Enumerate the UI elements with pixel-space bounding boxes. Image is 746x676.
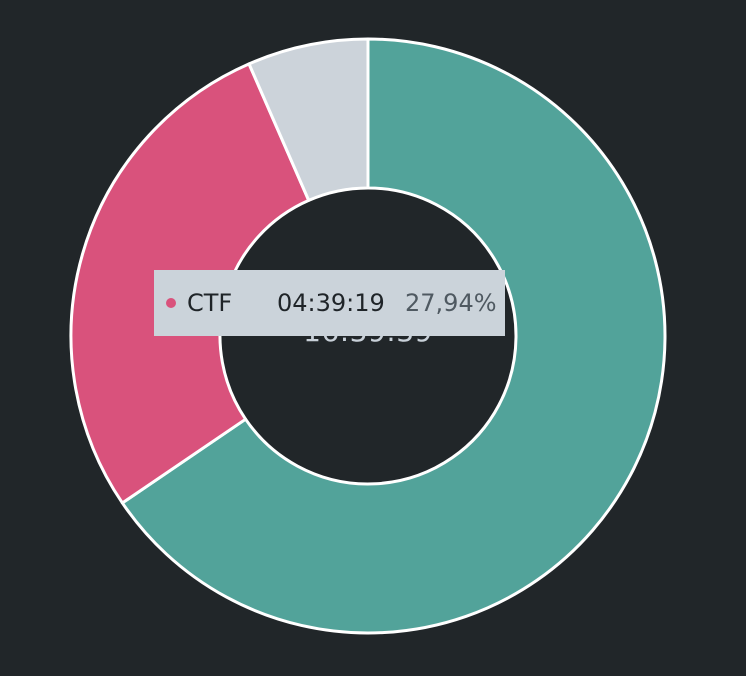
tooltip-percent: 27,94%	[405, 289, 497, 317]
tooltip-name: CTF	[187, 289, 233, 317]
donut-slice-1[interactable]	[120, 37, 667, 635]
donut-slice-3[interactable]	[247, 37, 370, 202]
slice-tooltip: CTF 04:39:19 27,94%	[154, 270, 505, 336]
tooltip-duration: 04:39:19	[277, 289, 385, 317]
tooltip-color-dot	[166, 298, 176, 308]
